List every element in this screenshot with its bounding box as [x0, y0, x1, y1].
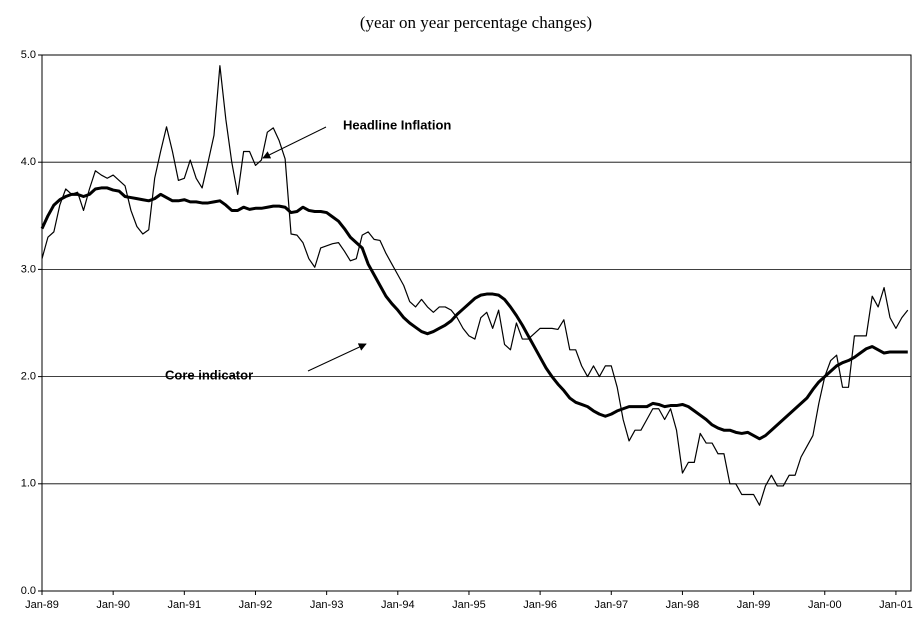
- x-tick-label: Jan-01: [879, 599, 913, 611]
- x-tick-label: Jan-97: [594, 599, 628, 611]
- arrow: [307, 343, 367, 372]
- y-tick-label: 0.0: [21, 585, 36, 597]
- annotation: Headline Inflation: [343, 117, 451, 132]
- x-tick-label: Jan-95: [452, 599, 486, 611]
- y-tick-label: 5.0: [21, 49, 36, 61]
- x-tick-label: Jan-96: [523, 599, 557, 611]
- y-tick-label: 2.0: [21, 371, 36, 383]
- x-tick-label: Jan-91: [167, 599, 201, 611]
- y-tick-label: 3.0: [21, 263, 36, 275]
- annotation: Core indicator: [165, 367, 253, 382]
- x-tick-label: Jan-92: [239, 599, 273, 611]
- y-tick-label: 4.0: [21, 156, 36, 168]
- chart-title: (year on year percentage changes): [360, 13, 592, 32]
- x-tick-label: Jan-99: [737, 599, 771, 611]
- plot-border: [41, 54, 912, 592]
- x-tick-label: Jan-89: [25, 599, 59, 611]
- x-tick-label: Jan-94: [381, 599, 415, 611]
- line-series: [41, 65, 909, 506]
- line-series: [40, 186, 908, 441]
- arrow: [262, 126, 327, 159]
- x-tick-label: Jan-00: [808, 599, 842, 611]
- x-tick-label: Jan-98: [666, 599, 700, 611]
- x-tick-label: Jan-93: [310, 599, 344, 611]
- y-tick-label: 1.0: [21, 478, 36, 490]
- x-tick-label: Jan-90: [96, 599, 130, 611]
